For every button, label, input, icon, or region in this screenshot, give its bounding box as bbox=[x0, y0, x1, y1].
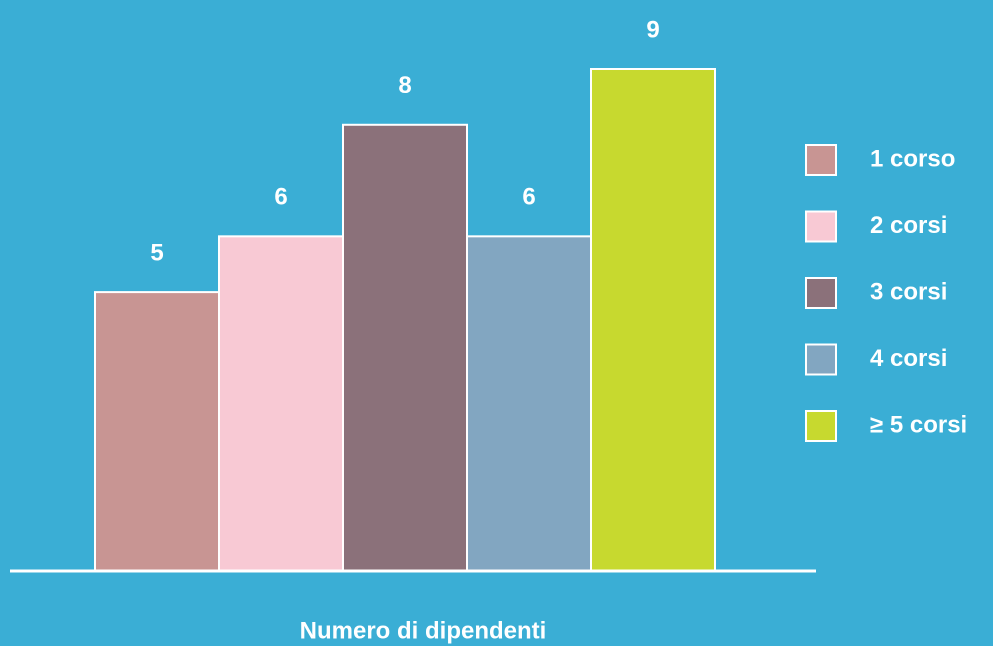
data-label: 6 bbox=[522, 184, 535, 211]
legend-label: 3 corsi bbox=[870, 278, 947, 305]
bar bbox=[590, 68, 716, 572]
legend-label: 2 corsi bbox=[870, 212, 947, 239]
data-label: 8 bbox=[398, 72, 411, 99]
bar bbox=[218, 235, 344, 572]
legend-swatch bbox=[805, 210, 837, 243]
bar bbox=[342, 123, 468, 573]
x-axis-label: Numero di dipendenti bbox=[300, 617, 547, 644]
bar bbox=[466, 235, 592, 572]
legend-label: 4 corsi bbox=[870, 345, 947, 372]
data-label: 9 bbox=[646, 16, 659, 43]
data-label: 6 bbox=[274, 184, 287, 211]
legend-swatch bbox=[805, 410, 837, 442]
legend-swatch bbox=[805, 277, 837, 309]
legend-label: 1 corso bbox=[870, 145, 955, 172]
legend-swatch bbox=[805, 144, 837, 176]
data-label: 5 bbox=[150, 239, 163, 266]
legend-label: ≥ 5 corsi bbox=[870, 411, 967, 438]
legend-swatch bbox=[805, 343, 837, 376]
bar bbox=[94, 291, 220, 572]
